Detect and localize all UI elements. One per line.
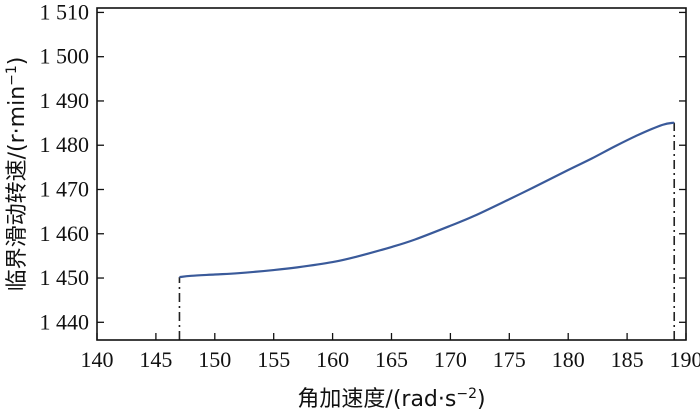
x-tick-label: 150 <box>198 347 231 372</box>
x-tick-label: 145 <box>139 347 172 372</box>
x-axis-title-sup: −2 <box>456 386 477 402</box>
x-axis-title: 角加速度/(rad·s−2) <box>297 386 485 412</box>
y-tick-label: 1 450 <box>40 265 90 290</box>
y-tick-label: 1 440 <box>40 309 90 334</box>
x-tick-label: 160 <box>316 347 349 372</box>
y-tick-label: 1 500 <box>40 44 90 69</box>
x-tick-label: 185 <box>611 347 644 372</box>
x-tick-label: 155 <box>257 347 290 372</box>
series-line <box>179 121 675 279</box>
chart-ticks: 140 145 150 155 160 165 170 175 180 185 190 1 440 1 … <box>40 0 700 372</box>
y-tick-label: 1 480 <box>40 132 90 157</box>
y-axis-title-text: 临界滑动转速/(r·min <box>5 86 30 292</box>
plot-frame <box>96 7 687 341</box>
y-tick-label: 1 510 <box>40 0 90 24</box>
y-tick-label: 1 490 <box>40 88 90 113</box>
y-axis-title-tail: ) <box>5 57 30 66</box>
x-tick-label: 180 <box>552 347 585 372</box>
x-tick-label: 175 <box>493 347 526 372</box>
x-tick-label: 165 <box>375 347 408 372</box>
y-axis-title-sup: −1 <box>4 65 20 86</box>
x-axis-title-tail: ) <box>477 387 486 412</box>
x-axis-title-text: 角加速度/(rad·s <box>297 387 456 412</box>
x-tick-label: 190 <box>670 347 700 372</box>
y-tick-label: 1 470 <box>40 176 90 201</box>
y-tick-label: 1 460 <box>40 221 90 246</box>
x-tick-label: 170 <box>434 347 467 372</box>
y-axis-title: 临界滑动转速/(r·min−1) <box>4 57 30 292</box>
x-tick-label: 140 <box>81 347 114 372</box>
chart-marks <box>178 121 676 340</box>
